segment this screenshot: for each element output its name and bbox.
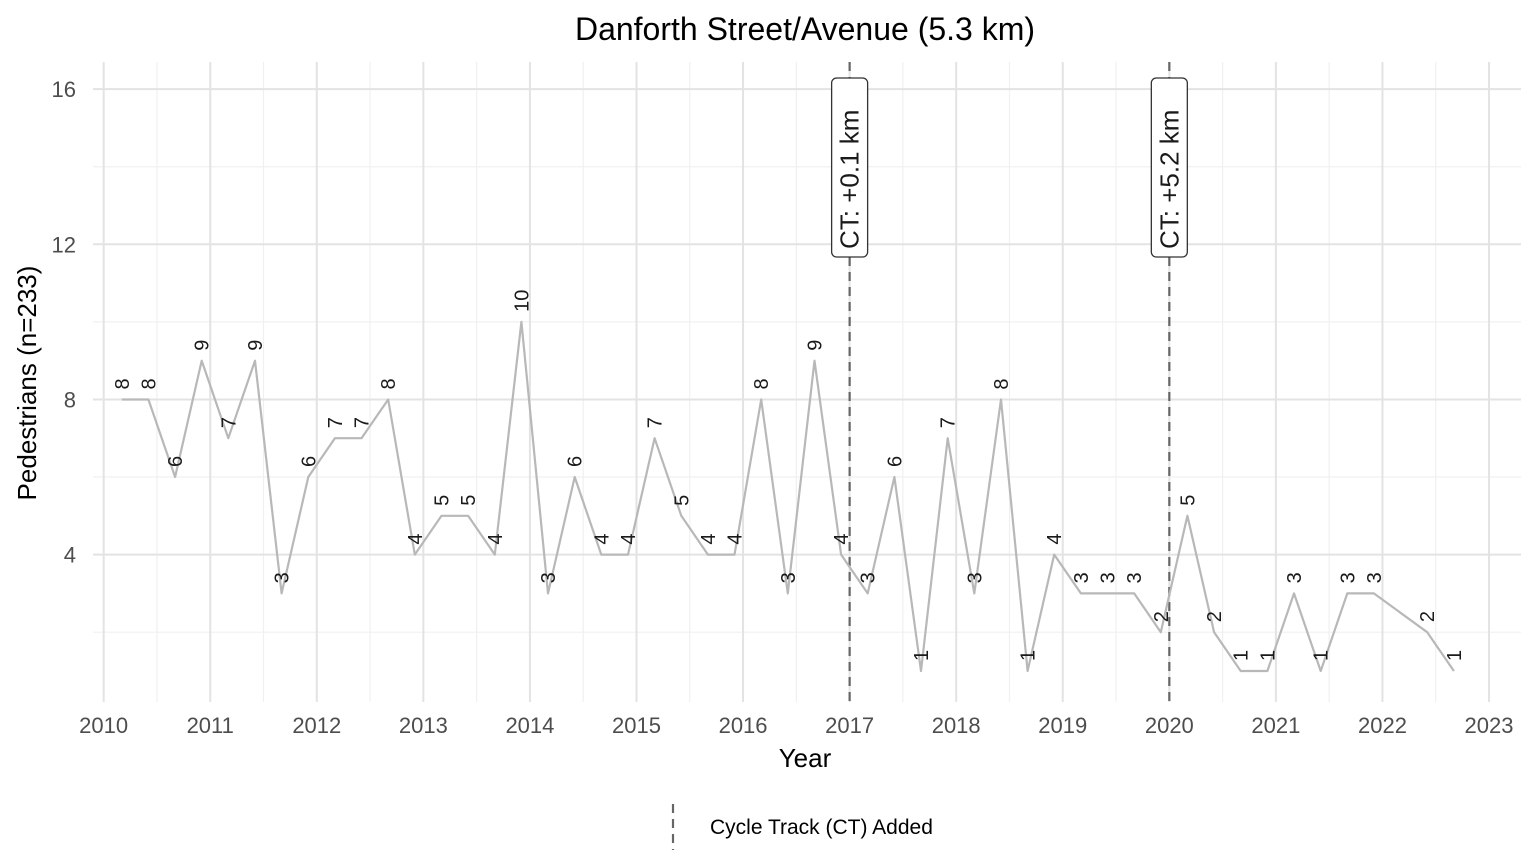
- data-label: 5: [1177, 495, 1199, 506]
- data-label: 7: [645, 417, 667, 428]
- data-label: 1: [911, 650, 933, 661]
- data-label: 8: [112, 378, 134, 389]
- data-label: 9: [245, 340, 267, 351]
- data-label: 3: [964, 572, 986, 583]
- data-label: 3: [1284, 572, 1306, 583]
- data-label: 2: [1204, 611, 1226, 622]
- data-label: 4: [618, 534, 640, 545]
- annotation-label: CT: +0.1 km: [835, 110, 865, 249]
- x-tick-label: 2014: [505, 713, 554, 738]
- x-tick-label: 2019: [1038, 713, 1087, 738]
- data-label: 4: [591, 533, 613, 544]
- data-label: 1: [1257, 650, 1279, 661]
- data-label: 4: [1044, 533, 1066, 544]
- y-axis-title: Pedestrians (n=233): [12, 266, 42, 501]
- data-label: 4: [698, 533, 720, 544]
- cycle-track-annotation: CT: +5.2 km: [1150, 77, 1188, 258]
- annotation-labels: CT: +0.1 km CT: +5.2 km: [830, 77, 1188, 258]
- data-label: 5: [458, 495, 480, 506]
- data-label: 3: [1337, 572, 1359, 583]
- data-label: 3: [778, 572, 800, 583]
- data-label: 2: [1417, 611, 1439, 622]
- y-tick-label: 8: [64, 387, 76, 412]
- data-label: 6: [565, 456, 587, 467]
- x-tick-label: 2010: [79, 713, 128, 738]
- data-label: 1: [1231, 650, 1253, 661]
- data-label: 9: [192, 340, 214, 351]
- cycle-track-annotation: CT: +0.1 km: [830, 77, 869, 258]
- data-label: 6: [165, 456, 187, 467]
- y-tick-label: 12: [52, 232, 76, 257]
- data-label: 3: [538, 572, 560, 583]
- data-label: 4: [725, 533, 747, 544]
- annotation-box: [830, 77, 869, 258]
- y-tick-label: 4: [64, 543, 76, 568]
- data-label: 8: [378, 378, 400, 389]
- x-tick-label: 2011: [187, 713, 234, 738]
- data-label: 8: [751, 378, 773, 389]
- data-label: 4: [831, 533, 853, 544]
- annotation-box: [1150, 77, 1188, 258]
- data-label: 7: [938, 417, 960, 428]
- x-axis-title: Year: [779, 743, 832, 773]
- y-tick-label: 16: [52, 77, 76, 102]
- annotation-label: CT: +5.2 km: [1154, 110, 1184, 249]
- data-label: 8: [138, 378, 160, 389]
- data-label: 7: [218, 417, 240, 428]
- data-label: 3: [858, 572, 880, 583]
- data-label: 5: [671, 495, 693, 506]
- data-label: 3: [272, 572, 294, 583]
- x-tick-label: 2016: [719, 713, 768, 738]
- data-label: 5: [432, 495, 454, 506]
- x-tick-label: 2013: [399, 713, 448, 738]
- data-label: 3: [1071, 572, 1093, 583]
- x-tick-label: 2018: [932, 713, 981, 738]
- data-label: 1: [1444, 650, 1466, 661]
- data-label: 7: [352, 417, 374, 428]
- data-label: 1: [1018, 650, 1040, 661]
- data-label: 1: [1311, 650, 1333, 661]
- chart-title: Danforth Street/Avenue (5.3 km): [575, 11, 1035, 47]
- legend-label: Cycle Track (CT) Added: [710, 816, 933, 839]
- data-label: 9: [804, 340, 826, 351]
- series: [121, 320, 1455, 673]
- x-tick-label: 2012: [292, 713, 341, 738]
- x-tick-label: 2023: [1465, 713, 1514, 738]
- pedestrian-series-line: [121, 320, 1455, 673]
- x-tick-label: 2021: [1251, 713, 1300, 738]
- data-label: 2: [1151, 611, 1173, 622]
- data-label: 3: [1364, 572, 1386, 583]
- y-tick-labels: 4 8 12 16: [52, 77, 76, 567]
- data-label: 4: [485, 534, 507, 545]
- x-tick-label: 2022: [1358, 713, 1407, 738]
- x-tick-labels: 2010 2011 2012 2013 2014 2015 2016 2017 2018 2019…: [79, 713, 1513, 738]
- data-label: 3: [1124, 572, 1146, 583]
- x-tick-label: 2015: [612, 713, 661, 738]
- data-label: 8: [991, 378, 1013, 389]
- legend: Cycle Track (CT) Added: [671, 804, 933, 850]
- x-tick-label: 2017: [825, 713, 874, 738]
- data-label: 7: [325, 417, 347, 428]
- data-label: 6: [298, 456, 320, 467]
- data-label: 4: [405, 533, 427, 544]
- data-label: 3: [1097, 572, 1119, 583]
- data-label: 10: [511, 290, 533, 312]
- x-tick-label: 2020: [1145, 713, 1194, 738]
- grid: [93, 62, 1521, 702]
- data-label: 6: [884, 456, 906, 467]
